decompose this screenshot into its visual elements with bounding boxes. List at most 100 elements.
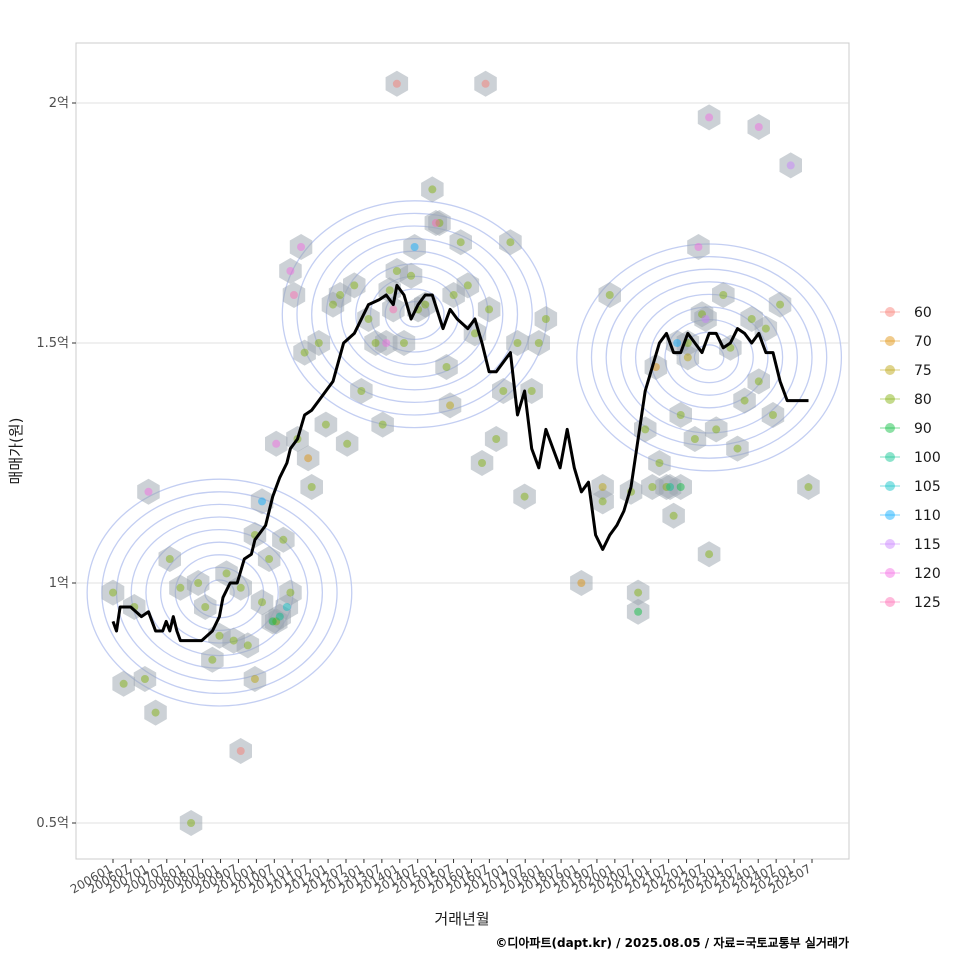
- hex-bin: [300, 474, 323, 500]
- hex-bin: [414, 291, 437, 318]
- hex-bin: [335, 430, 359, 457]
- x-axis-ticks: 2006012006072007012007072008012008072009…: [68, 859, 814, 897]
- point-size-80: [768, 411, 777, 419]
- point-size-80: [761, 324, 770, 333]
- point-size-80: [357, 387, 366, 395]
- point-size-80: [392, 267, 401, 275]
- hex-bin: [474, 70, 497, 97]
- point-size-80: [151, 708, 160, 717]
- point-size-80: [399, 339, 408, 347]
- point-size-70: [304, 454, 313, 463]
- hex-bin: [513, 483, 536, 510]
- hex-bin: [697, 104, 721, 131]
- hex-bin: [761, 402, 785, 428]
- scatter-points: [109, 79, 813, 827]
- hex-bin: [470, 450, 494, 476]
- y-tick-label: 1.5억: [36, 336, 69, 351]
- point-size-60: [481, 79, 490, 88]
- y-axis-title: 매매가(원): [7, 418, 25, 485]
- hex-bin: [229, 738, 252, 764]
- hex-bin: [158, 546, 181, 572]
- hex-bin: [424, 210, 448, 236]
- y-tick-label: 1억: [49, 576, 69, 591]
- point-size-120: [694, 243, 703, 251]
- point-size-75: [683, 353, 692, 362]
- point-size-80: [499, 387, 508, 395]
- hex-bin: [289, 234, 313, 260]
- hex-bin: [726, 435, 749, 462]
- hex-bin: [669, 402, 692, 428]
- hex-bin: [438, 392, 462, 419]
- point-size-80: [463, 281, 472, 290]
- legend-key-dot: [885, 568, 895, 578]
- hex-bins: [101, 70, 820, 836]
- hex-bin: [133, 666, 157, 692]
- point-size-80: [754, 377, 763, 386]
- y-tick-label: 2억: [49, 96, 69, 111]
- hex-bin: [243, 522, 267, 548]
- point-size-80: [307, 483, 316, 491]
- point-size-120: [272, 439, 281, 448]
- hex-bin: [314, 411, 338, 438]
- point-size-80: [598, 497, 607, 506]
- hex-bin: [243, 666, 267, 692]
- legend-label: 75: [914, 363, 932, 379]
- point-size-80: [634, 588, 643, 597]
- hex-bin: [279, 258, 302, 284]
- point-size-80: [378, 420, 387, 429]
- hex-bin: [719, 334, 742, 361]
- hex-bin: [648, 450, 671, 476]
- point-size-80: [478, 459, 487, 467]
- hex-bin: [403, 234, 426, 260]
- hex-bin: [229, 574, 252, 601]
- point-size-100: [275, 612, 284, 621]
- point-size-80: [187, 819, 196, 827]
- point-size-75: [250, 675, 259, 683]
- point-size-80: [265, 555, 274, 563]
- hex-bin: [658, 474, 682, 500]
- hex-bin: [169, 574, 192, 601]
- point-size-105: [282, 603, 291, 611]
- plot-panel: [75, 42, 850, 860]
- hex-bin: [687, 234, 710, 260]
- hex-bin: [250, 488, 274, 515]
- hex-bin: [662, 502, 685, 529]
- point-size-80: [222, 569, 231, 578]
- point-size-110: [673, 339, 682, 347]
- point-size-80: [421, 300, 430, 309]
- contour-ring: [634, 293, 784, 422]
- hex-bin: [456, 272, 480, 299]
- hex-bin: [506, 330, 529, 356]
- hex-bin: [112, 670, 135, 697]
- hex-bin: [570, 570, 593, 596]
- legend-key-dot: [885, 539, 895, 549]
- hex-bin: [704, 416, 728, 443]
- hex-bin: [694, 306, 717, 332]
- point-size-80: [733, 444, 742, 453]
- legend-key-dot: [885, 597, 895, 607]
- point-size-120: [144, 487, 153, 496]
- legend-label: 125: [914, 595, 941, 611]
- hex-bin: [435, 354, 458, 380]
- point-size-80: [165, 555, 174, 563]
- point-size-80: [534, 339, 543, 347]
- point-size-80: [485, 305, 494, 314]
- point-size-80: [350, 281, 359, 290]
- hex-bin: [797, 474, 820, 500]
- legend-key-dot: [885, 365, 895, 375]
- caption: ©디아파트(dapt.kr) / 2025.08.05 / 자료=국토교통부 실…: [495, 935, 849, 950]
- point-size-80: [513, 339, 522, 347]
- point-size-80: [109, 588, 117, 597]
- point-size-80: [747, 315, 756, 323]
- hex-bin: [747, 368, 770, 395]
- point-size-120: [382, 339, 391, 347]
- point-size-80: [243, 641, 252, 650]
- hex-bin: [712, 282, 735, 308]
- legend-key-dot: [885, 394, 895, 404]
- point-size-80: [740, 396, 749, 405]
- hex-bin: [499, 229, 522, 256]
- hex-bin: [250, 589, 274, 616]
- legend-label: 110: [914, 508, 941, 524]
- point-size-125: [389, 305, 398, 314]
- point-size-80: [456, 238, 465, 247]
